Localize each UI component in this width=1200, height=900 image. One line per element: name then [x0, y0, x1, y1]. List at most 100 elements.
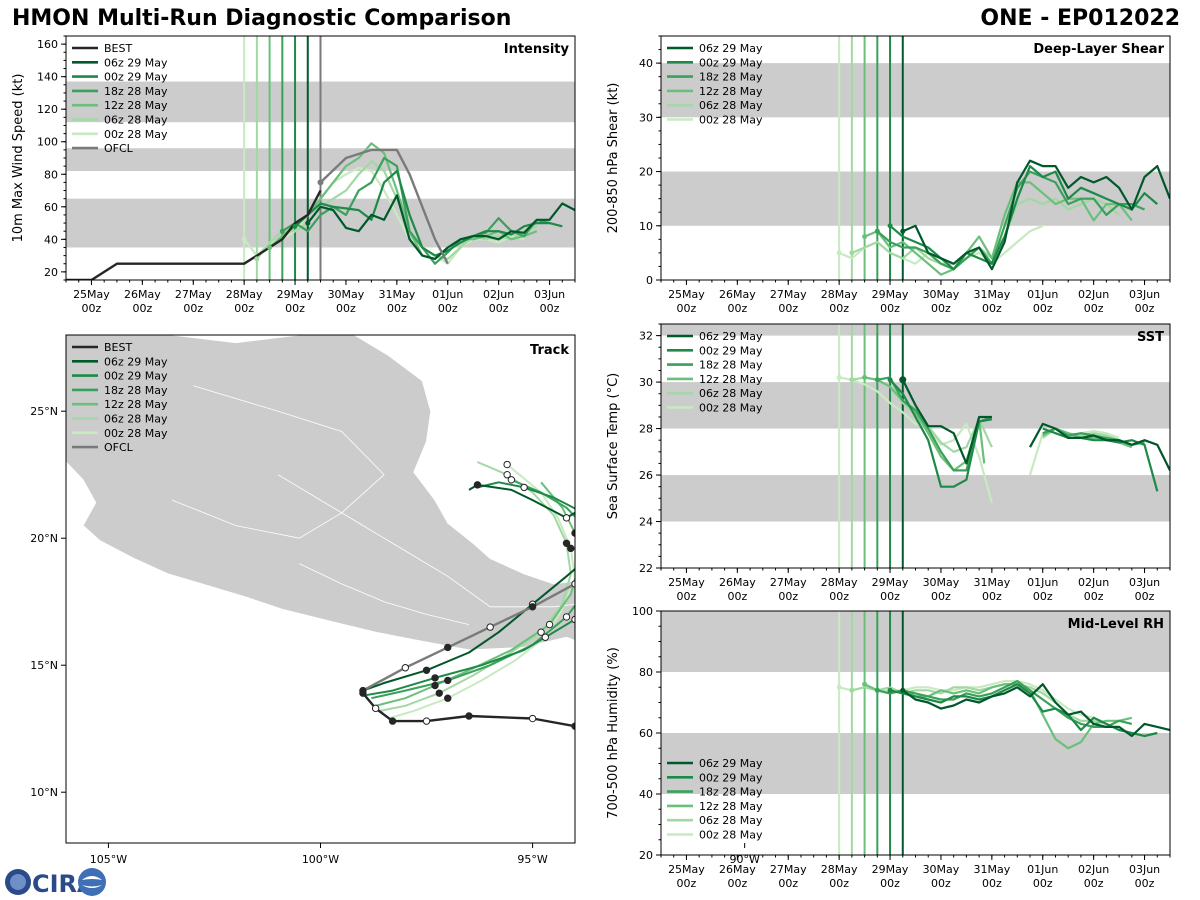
- intensity-panel-label: Intensity: [504, 42, 570, 57]
- intensity-xtick-label: 01Jun: [432, 288, 463, 301]
- logo-csu-icon: [78, 868, 106, 896]
- intensity-legend-label: 00z 28 May: [104, 128, 168, 141]
- sst-xtick-label-2: 00z: [727, 590, 747, 603]
- rh-ytick-label: 40: [639, 788, 653, 801]
- rh-legend-label: 06z 28 May: [699, 814, 763, 827]
- track-panel-label: Track: [530, 343, 569, 358]
- track-legend-label: 12z 28 May: [104, 398, 168, 411]
- track-point: [444, 676, 452, 685]
- shear-xtick-label: 01Jun: [1027, 288, 1058, 301]
- rh-plot-area: [836, 680, 1170, 750]
- track-point: [541, 633, 550, 641]
- intensity-legend-label: 18z 28 May: [104, 85, 168, 98]
- sst-ytick-label: 32: [639, 330, 653, 343]
- sst-xtick-label-2: 00z: [677, 590, 697, 603]
- track-point: [601, 522, 607, 528]
- rh-start-point: [900, 687, 906, 693]
- intensity-xtick-label-2: 00z: [336, 302, 356, 315]
- track-point: [422, 666, 431, 674]
- track-point: [562, 613, 571, 621]
- sst-xtick-label-2: 00z: [829, 590, 849, 603]
- intensity-series-12z-28-May: [268, 142, 538, 260]
- intensity-xtick-label: 26May: [124, 288, 161, 301]
- shear-ytick-label: 0: [646, 274, 653, 287]
- sst-ytick-label: 24: [639, 516, 653, 529]
- shear-xtick-label: 26May: [719, 288, 756, 301]
- intensity-xtick-label-2: 00z: [132, 302, 152, 315]
- track-point: [435, 689, 443, 697]
- sst-xtick-label: 26May: [719, 576, 756, 589]
- track-best-point: [465, 712, 473, 720]
- intensity-xtick-label-2: 00z: [183, 302, 203, 315]
- shear-start-point: [874, 228, 880, 234]
- rh-band-0: [661, 733, 1170, 794]
- track-point: [562, 539, 571, 547]
- track-point: [562, 514, 571, 522]
- track-ofcl-point: [444, 643, 452, 652]
- intensity-xtick-label-2: 00z: [82, 302, 102, 315]
- main-title: HMON Multi-Run Diagnostic Comparison: [12, 6, 512, 31]
- intensity-xtick-label-2: 00z: [285, 302, 305, 315]
- sst-xtick-label-2: 00z: [880, 590, 900, 603]
- track-series-18z-28-May: [371, 478, 575, 700]
- rh-xtick-label-2: 00z: [1135, 877, 1155, 890]
- sst-series-06z-29-May: [901, 379, 1170, 471]
- shear-legend-label: 12z 28 May: [699, 85, 763, 98]
- track-point: [537, 628, 545, 636]
- track-legend-label: 06z 28 May: [104, 413, 168, 426]
- sst-xtick-label: 03Jun: [1129, 576, 1160, 589]
- track-series-00z-28-May: [388, 463, 575, 720]
- sst-xtick-label-2: 00z: [1135, 590, 1155, 603]
- shear-ytick-label: 40: [639, 57, 653, 70]
- shear-series-06z-29-May: [902, 159, 1170, 271]
- track-best-point: [371, 704, 380, 713]
- shear-start-point: [862, 234, 868, 240]
- rh-xtick-label-2: 00z: [677, 877, 697, 890]
- intensity-xtick-label-2: 00z: [234, 302, 254, 315]
- rh-xtick-label: 31May: [973, 863, 1010, 876]
- rh-band-1: [661, 611, 1170, 672]
- shear-xtick-label: 30May: [923, 288, 960, 301]
- rh-ytick-label: 60: [639, 727, 653, 740]
- rh-xtick-label: 28May: [821, 863, 858, 876]
- track-ytick-label: 10°N: [30, 786, 58, 799]
- track-legend-label: 00z 28 May: [104, 427, 168, 440]
- shear-legend-label: 00z 28 May: [699, 114, 763, 127]
- intensity-ytick-label: 120: [37, 103, 58, 116]
- intensity-start-point: [267, 244, 273, 250]
- track-point: [545, 620, 554, 629]
- rh-start-point: [874, 687, 880, 693]
- intensity-plot-area: [66, 142, 575, 280]
- rh-xtick-label-2: 00z: [829, 877, 849, 890]
- shear-band-1: [661, 63, 1170, 118]
- track-xtick-label: 105°W: [90, 853, 127, 866]
- shear-xtick-label-2: 00z: [1033, 302, 1053, 315]
- shear-xtick-label: 02Jun: [1078, 288, 1109, 301]
- shear-start-point: [836, 250, 842, 256]
- sst-xtick-label: 25May: [668, 576, 705, 589]
- shear-xtick-label: 25May: [668, 288, 705, 301]
- intensity-xtick-label: 29May: [277, 288, 314, 301]
- rh-start-point: [887, 687, 893, 693]
- sst-band-0: [661, 475, 1170, 522]
- track-legend-label: 06z 29 May: [104, 355, 168, 368]
- track-series-06z-29-May: [362, 483, 575, 692]
- track-border-line-2: [299, 563, 470, 625]
- track-point: [473, 481, 482, 489]
- intensity-start-point: [305, 220, 311, 226]
- sst-ytick-label: 26: [639, 469, 653, 482]
- shear-xtick-label: 03Jun: [1129, 288, 1160, 301]
- rh-panel-label: Mid-Level RH: [1068, 617, 1164, 632]
- intensity-xtick-label: 28May: [226, 288, 263, 301]
- rh-xtick-label-2: 00z: [982, 877, 1002, 890]
- intensity-legend-label: OFCL: [104, 142, 134, 155]
- sst-panel-label: SST: [1137, 330, 1164, 345]
- intensity-legend-label: 12z 28 May: [104, 99, 168, 112]
- shear-xtick-label: 27May: [770, 288, 807, 301]
- track-legend-label: BEST: [104, 341, 132, 354]
- sst-xtick-label: 01Jun: [1027, 576, 1058, 589]
- intensity-start-point: [241, 236, 247, 242]
- shear-xtick-label-2: 00z: [931, 302, 951, 315]
- sst-xtick-label-2: 00z: [778, 590, 798, 603]
- shear-xtick-label-2: 00z: [1084, 302, 1104, 315]
